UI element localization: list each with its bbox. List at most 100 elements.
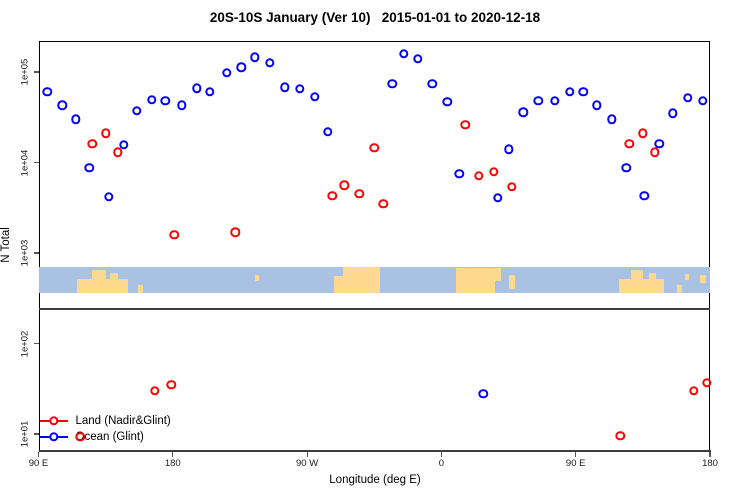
data-point-land xyxy=(460,120,470,130)
map-land-patch xyxy=(677,285,682,293)
data-point-land xyxy=(150,386,160,396)
plot-box xyxy=(38,41,710,451)
data-point-ocean xyxy=(518,107,529,117)
data-point-ocean xyxy=(427,79,438,89)
legend-land-label: Land (Nadir&Glint) xyxy=(75,415,171,427)
x-tick-label: 90 E xyxy=(28,458,49,469)
data-point-land xyxy=(624,139,635,149)
map-land-patch xyxy=(618,278,664,293)
map-land-patch xyxy=(138,285,143,293)
data-point-ocean xyxy=(250,52,260,62)
data-point-land xyxy=(369,143,379,153)
data-point-land xyxy=(650,147,660,157)
data-point-land xyxy=(327,190,338,201)
map-land-patch xyxy=(456,268,502,293)
x-tick-label: 0 xyxy=(438,458,445,469)
map-land-patch xyxy=(684,273,690,280)
data-point-ocean xyxy=(591,100,602,110)
data-point-land xyxy=(169,229,179,240)
data-point-ocean xyxy=(550,96,560,106)
data-point-ocean xyxy=(503,144,514,154)
data-point-land xyxy=(378,199,388,209)
y-axis-title: N Total xyxy=(0,227,12,263)
map-land-patch xyxy=(77,278,129,293)
map-land-patch xyxy=(333,276,343,293)
data-point-ocean xyxy=(323,126,333,137)
map-water-patch xyxy=(495,281,502,293)
legend-land-circle-icon xyxy=(49,416,59,426)
legend-item-ocean: Ocean (Glint) xyxy=(40,429,171,445)
x-axis-title: Longitude (deg E) xyxy=(329,474,421,486)
map-land-patch xyxy=(92,270,106,279)
y-tick-mark xyxy=(33,252,39,254)
data-point-ocean xyxy=(682,92,693,103)
world-map-strip xyxy=(38,267,710,293)
data-point-ocean xyxy=(412,54,423,64)
y-tick-mark xyxy=(33,71,39,73)
map-land-patch xyxy=(648,272,657,279)
x-tick-label: 180 xyxy=(164,458,181,469)
legend: Land (Nadir&Glint) Ocean (Glint) xyxy=(40,413,171,445)
data-point-ocean xyxy=(71,114,81,125)
data-point-ocean xyxy=(565,87,575,97)
data-point-ocean xyxy=(654,139,664,149)
data-point-ocean xyxy=(118,140,129,150)
map-land-patch xyxy=(699,274,706,283)
x-tick-mark xyxy=(575,452,577,457)
y-tick-label: 1e+01 xyxy=(19,420,30,448)
data-point-ocean xyxy=(132,106,142,116)
legend-ocean-line-marker xyxy=(40,432,68,442)
map-land-patch xyxy=(508,274,515,290)
data-point-ocean xyxy=(639,190,650,201)
data-point-ocean xyxy=(454,169,464,179)
data-point-land xyxy=(339,180,350,190)
data-point-ocean xyxy=(147,95,157,105)
data-point-ocean xyxy=(493,192,503,203)
data-point-ocean xyxy=(667,108,678,118)
data-point-ocean xyxy=(84,163,94,173)
data-point-land xyxy=(354,189,365,199)
data-point-ocean xyxy=(697,96,708,106)
y-tick-label: 1e+04 xyxy=(19,149,30,176)
data-point-land xyxy=(638,128,648,139)
data-point-ocean xyxy=(606,114,617,125)
data-point-ocean xyxy=(42,87,53,97)
map-land-patch xyxy=(110,272,118,279)
data-point-ocean xyxy=(621,163,632,173)
y-tick-label: 1e+03 xyxy=(19,239,30,267)
data-point-land xyxy=(506,182,517,192)
legend-ocean-label: Ocean (Glint) xyxy=(75,431,144,443)
x-axis-line xyxy=(38,449,711,452)
data-point-ocean xyxy=(265,58,275,68)
data-point-ocean xyxy=(177,100,187,110)
y-tick-mark xyxy=(33,342,39,345)
data-point-ocean xyxy=(103,191,114,202)
map-land-patch xyxy=(630,270,643,279)
data-point-land xyxy=(688,386,699,396)
x-tick-mark xyxy=(37,452,40,457)
data-point-ocean xyxy=(442,96,453,107)
data-point-land xyxy=(75,432,85,442)
data-point-ocean xyxy=(387,79,397,89)
data-point-ocean xyxy=(280,82,290,92)
data-point-ocean xyxy=(57,100,68,110)
data-point-land xyxy=(112,147,123,157)
data-point-land xyxy=(100,128,111,139)
y-tick-label: 1e+02 xyxy=(19,330,30,357)
data-point-ocean xyxy=(236,62,247,72)
data-point-land xyxy=(488,167,499,177)
x-tick-label: 180 xyxy=(702,458,718,469)
data-point-land xyxy=(166,380,176,390)
x-tick-mark xyxy=(709,452,711,457)
map-land-patch xyxy=(342,267,381,293)
y-tick-label: 1e+05 xyxy=(19,58,30,86)
data-point-land xyxy=(615,431,626,441)
data-point-land xyxy=(702,377,712,388)
data-point-ocean xyxy=(205,87,215,97)
data-point-ocean xyxy=(221,68,232,78)
x-tick-mark xyxy=(306,452,308,457)
legend-land-line-marker xyxy=(40,416,68,426)
x-tick-label: 90 W xyxy=(296,458,319,469)
data-point-ocean xyxy=(160,96,171,106)
